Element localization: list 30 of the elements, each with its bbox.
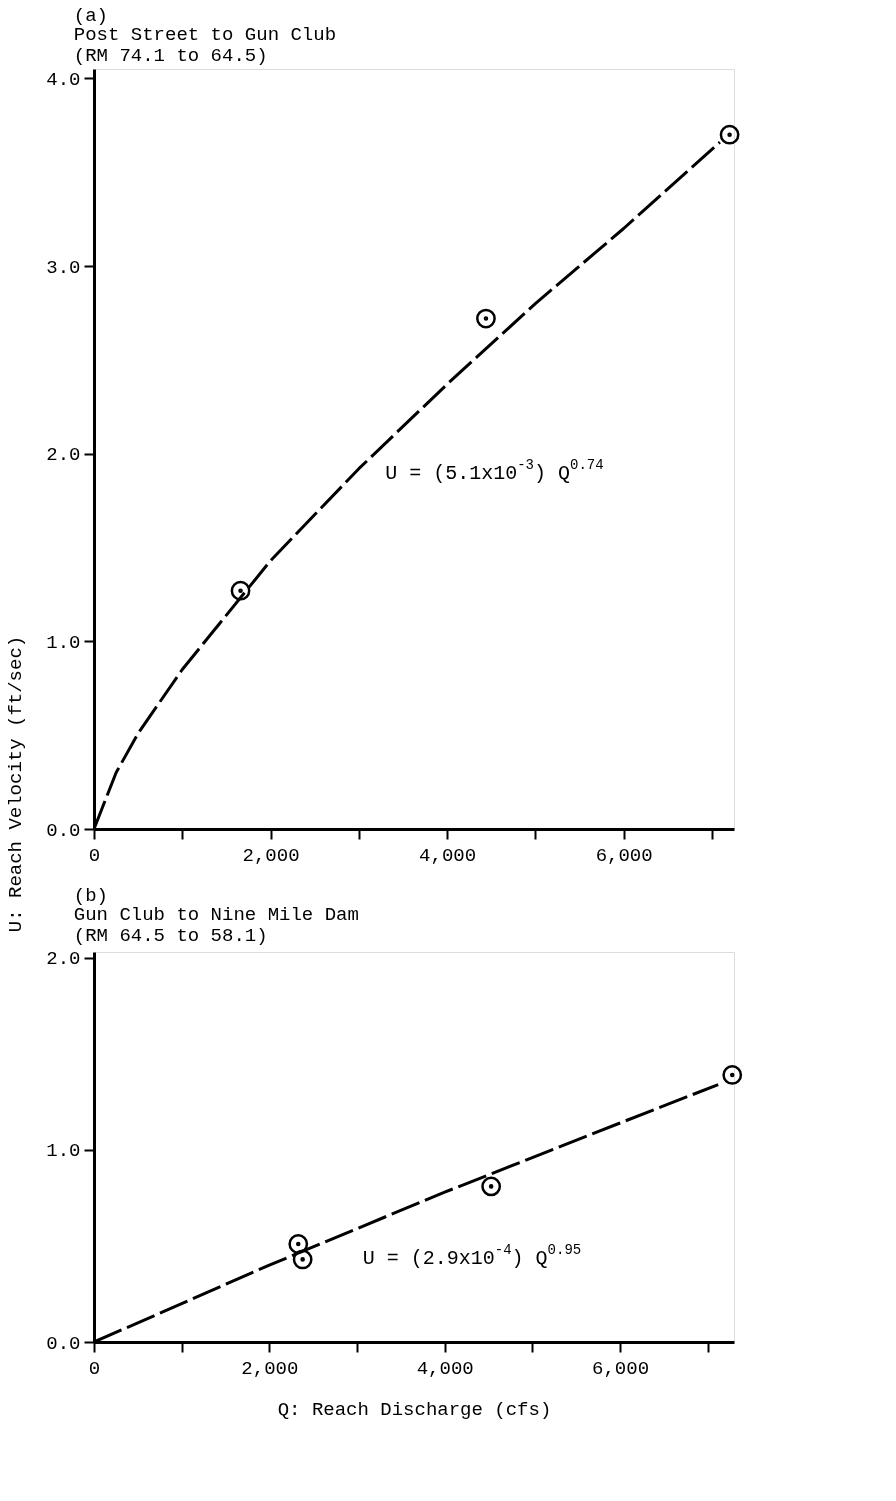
y-tick-label: 4.0 (46, 68, 81, 91)
y-tick-label: 0.0 (46, 819, 81, 842)
y-tick-label: 1.0 (46, 1140, 81, 1163)
x-tick-label: 6,000 (595, 844, 653, 867)
text: Post Street to Gun Club (73, 24, 337, 46)
point (288, 1234, 309, 1254)
text: (RM 74.1 to 64.5) (73, 45, 268, 67)
x-tick-label: 2,000 (241, 1357, 299, 1380)
text: (RM 64.5 to 58.1) (73, 924, 268, 947)
x-tick-label: 4,000 (419, 844, 477, 867)
chart-title: (b) (73, 884, 109, 907)
x-tick-label: 0 (88, 844, 101, 867)
chart-title: (a) (73, 5, 109, 27)
x-tick-label: 2,000 (242, 844, 300, 867)
y-tick-label: 2.0 (46, 444, 81, 467)
y-tick-label: 0.0 (46, 1332, 81, 1355)
point (292, 1249, 313, 1270)
y-tick-label: 3.0 (46, 256, 81, 279)
y-tick-label: 2.0 (46, 948, 81, 971)
point (481, 1176, 502, 1197)
x-tick-label: 0 (88, 1357, 101, 1380)
y-tick-label: 1.0 (46, 631, 81, 654)
y-axis-title: U: Reach Velocity (ft/sec) (5, 635, 27, 933)
x-tick-label: 4,000 (416, 1357, 474, 1380)
point (719, 124, 740, 145)
point (476, 308, 496, 329)
x-tick-label: 6,000 (592, 1357, 650, 1380)
point (722, 1065, 743, 1085)
x-axis-title: Q: Reach Discharge (cfs) (277, 1398, 552, 1421)
point (230, 580, 251, 601)
